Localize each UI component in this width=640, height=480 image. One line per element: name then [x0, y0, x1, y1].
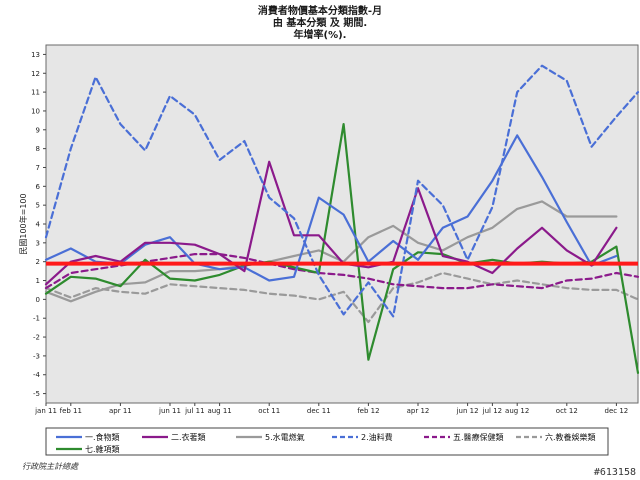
- x-tick-label: aug 12: [505, 407, 529, 415]
- x-tick-label: dec 11: [307, 407, 331, 415]
- plot-area: [45, 44, 639, 404]
- y-tick-label: 8: [36, 145, 40, 153]
- legend-label-6: 七.雜項類: [85, 444, 120, 454]
- legend-label-2: 5.水電燃氣: [265, 432, 305, 442]
- y-tick-label: -2: [33, 334, 40, 342]
- series-line-3: [44, 64, 640, 318]
- series-line-0: [44, 134, 618, 282]
- x-tick-label: jul 12: [482, 407, 502, 415]
- x-tick-label: jun 12: [456, 407, 479, 415]
- x-tick-label: jul 11: [184, 407, 204, 415]
- legend-label-1: 二.衣著類: [171, 432, 206, 442]
- legend-label-3: 2.油料費: [361, 432, 393, 442]
- x-axis-ticks: jan 11 feb 11 apr 11 jun 11 jul 11 aug 11 oct …: [34, 403, 628, 415]
- y-tick-label: 12: [31, 70, 40, 78]
- x-tick-label: oct 12: [556, 407, 578, 415]
- y-tick-label: 10: [31, 107, 40, 115]
- series-line-2: [44, 200, 618, 303]
- y-tick-label: 13: [31, 51, 40, 59]
- y-tick-label: -1: [33, 315, 40, 323]
- x-tick-label: jan 11: [34, 407, 57, 415]
- x-tick-label: apr 12: [407, 407, 430, 415]
- y-tick-label: 4: [36, 221, 41, 229]
- x-tick-label: feb 12: [357, 407, 379, 415]
- x-tick-label: oct 11: [258, 407, 280, 415]
- y-tick-label: -3: [33, 352, 40, 360]
- y-tick-label: 9: [36, 126, 40, 134]
- x-tick-label: apr 11: [109, 407, 132, 415]
- y-tick-label: -4: [33, 371, 41, 379]
- x-tick-label: aug 11: [207, 407, 231, 415]
- y-tick-label: 7: [36, 164, 40, 172]
- legend-label-0: 一.食物類: [85, 432, 120, 442]
- source-note: 行政院主計總處: [22, 462, 79, 471]
- x-tick-label: dec 12: [605, 407, 629, 415]
- series-line-5: [44, 271, 640, 324]
- legend-box: [45, 427, 609, 456]
- y-tick-label: 11: [31, 89, 40, 97]
- legend-label-4: 五.醫療保健類: [453, 432, 504, 442]
- y-tick-label: 3: [36, 239, 40, 247]
- chart-title-line-2: 由 基本分類 及 期間.: [273, 16, 367, 29]
- y-tick-label: 6: [36, 183, 41, 191]
- chart-title-line-3: 年增率(%).: [294, 28, 347, 41]
- chart-title-line-1: 消費者物價基本分類指數-月: [258, 4, 382, 17]
- x-tick-label: feb 11: [60, 407, 82, 415]
- y-tick-label: -5: [33, 390, 40, 398]
- legend-label-5: 六.教養娛樂類: [545, 432, 596, 442]
- x-tick-label: jun 11: [158, 407, 181, 415]
- y-tick-label: 2: [36, 258, 40, 266]
- y-tick-label: 5: [36, 202, 40, 210]
- y-axis-label: 民國100年=100: [18, 193, 28, 254]
- y-tick-label: 0: [36, 296, 40, 304]
- series-line-1: [44, 160, 618, 286]
- y-tick-label: 1: [36, 277, 40, 285]
- image-watermark: #613158: [594, 467, 636, 478]
